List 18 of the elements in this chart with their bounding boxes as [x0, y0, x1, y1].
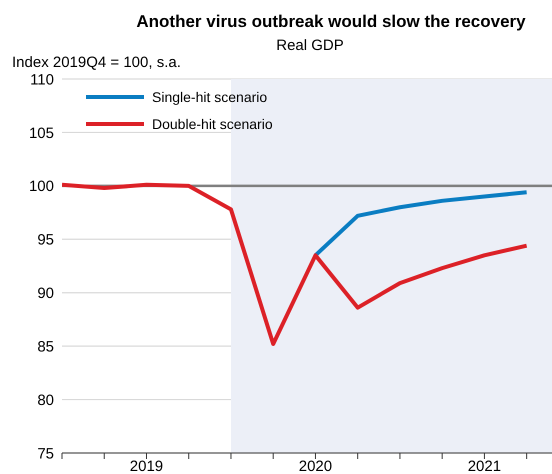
y-tick-label: 100 [28, 178, 54, 196]
y-tick-label: 85 [37, 338, 54, 356]
y-tick-label: 90 [37, 285, 54, 302]
legend-label: Single-hit scenario [152, 88, 268, 104]
chart-title: Another virus outbreak would slow the recovery [135, 12, 527, 32]
y-tick-label: 110 [30, 71, 54, 88]
y-tick-label: 105 [28, 124, 54, 142]
line-series [62, 182, 529, 346]
y-axis-title: Index 2019Q4 = 100, s.a. [12, 54, 181, 71]
line-series [313, 190, 529, 258]
chart-subtitle: Real GDP [275, 37, 345, 54]
legend-label: Double-hit scenario [152, 116, 273, 132]
y-tick-label: 80 [37, 392, 54, 409]
y-tick-label: 75 [37, 445, 54, 462]
x-tick-label: 2020 [298, 458, 332, 474]
x-tick-label: 2021 [468, 458, 502, 474]
x-tick-label: 2019 [130, 458, 164, 474]
y-tick-label: 95 [37, 232, 54, 249]
